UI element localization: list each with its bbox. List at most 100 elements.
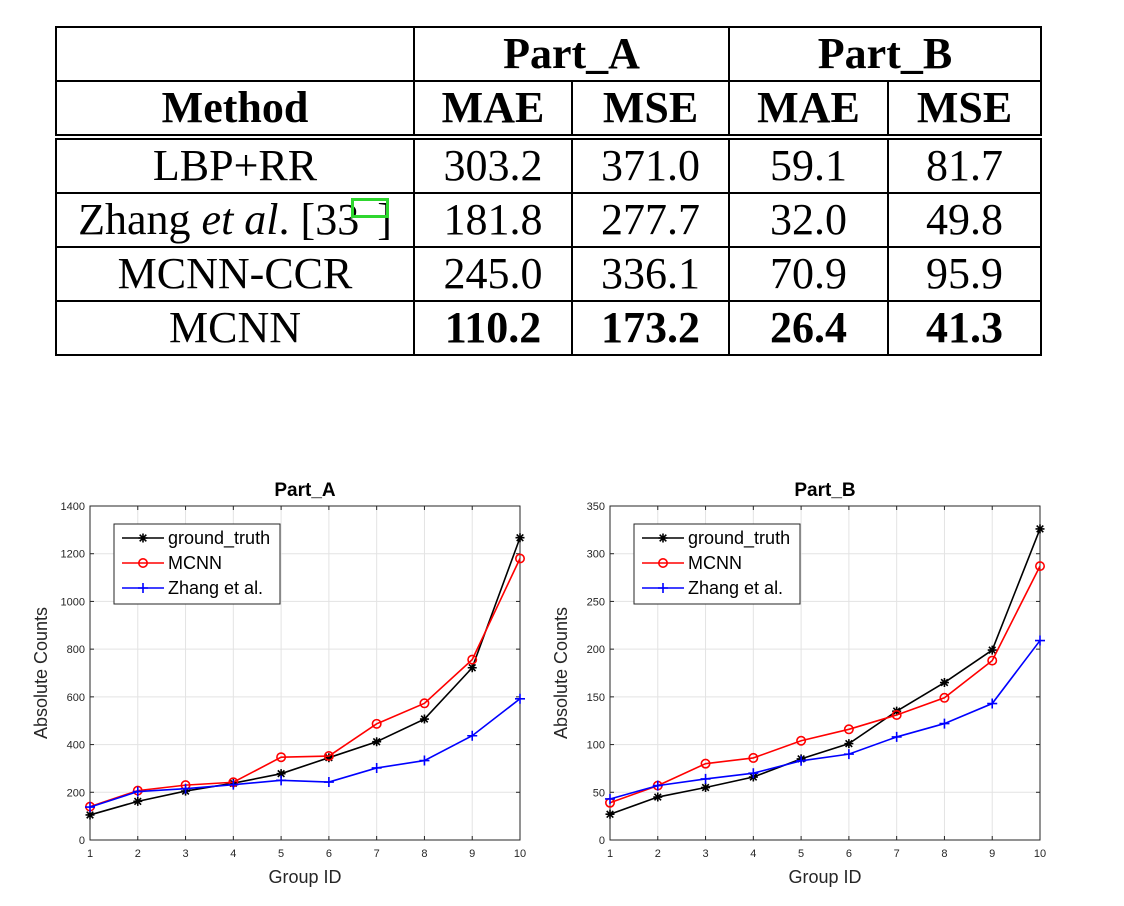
y-tick-label: 200 bbox=[67, 787, 85, 799]
method-cell: LBP+RR bbox=[55, 134, 415, 194]
value-cell: 95.9 bbox=[887, 246, 1042, 302]
value-cell-best: 173.2 bbox=[571, 300, 730, 356]
value-cell: 32.0 bbox=[728, 192, 889, 248]
x-tick-label: 8 bbox=[941, 848, 947, 860]
data-point bbox=[276, 769, 286, 779]
x-tick-label: 3 bbox=[182, 848, 188, 860]
series-line bbox=[89, 558, 521, 808]
x-tick-label: 2 bbox=[135, 848, 141, 860]
x-tick-label: 4 bbox=[230, 848, 236, 860]
y-tick-label: 150 bbox=[587, 692, 605, 704]
chart-part-a: 1 2 3 4 5 6 7 8 9 10 0 200 400 600 800 1000 1200 1400 Part… bbox=[31, 480, 526, 887]
series-line bbox=[609, 640, 1041, 800]
x-tick-label: 1 bbox=[87, 848, 93, 860]
legend-marker bbox=[658, 583, 668, 593]
legend-label: ground_truth bbox=[168, 528, 270, 549]
method-cell: Zhang et al. [33] bbox=[55, 192, 415, 248]
citation-highlight-box[interactable] bbox=[351, 198, 390, 218]
data-point bbox=[467, 663, 477, 673]
series-line bbox=[89, 537, 521, 816]
legend-item: Zhang et al. bbox=[122, 578, 263, 598]
data-point bbox=[748, 752, 759, 763]
method-cell: MCNN bbox=[55, 300, 415, 356]
data-point bbox=[515, 533, 525, 543]
data-point bbox=[372, 737, 382, 747]
x-tick-label: 9 bbox=[469, 848, 475, 860]
chart-title: Part_B bbox=[794, 480, 855, 501]
x-axis-label: Group ID bbox=[268, 867, 341, 887]
x-tick-label: 3 bbox=[702, 848, 708, 860]
data-point bbox=[371, 718, 382, 729]
data-point bbox=[85, 802, 95, 813]
legend-marker bbox=[138, 583, 148, 593]
x-tick-label: 6 bbox=[326, 848, 332, 860]
data-point bbox=[180, 783, 191, 794]
data-point bbox=[987, 645, 997, 655]
data-point bbox=[843, 749, 854, 760]
method-header: Method bbox=[55, 80, 415, 138]
data-point bbox=[323, 751, 334, 762]
legend-marker bbox=[138, 533, 148, 543]
x-tick-label: 10 bbox=[1034, 848, 1046, 860]
value-cell-best: 110.2 bbox=[413, 300, 573, 356]
plot-frame bbox=[609, 505, 1041, 841]
data-point bbox=[939, 692, 950, 703]
x-tick-label: 1 bbox=[607, 848, 613, 860]
y-tick-label: 800 bbox=[67, 644, 85, 656]
legend-marker bbox=[658, 533, 668, 543]
series-zhang-et-al- bbox=[85, 693, 525, 813]
y-axis-label: Absolute Counts bbox=[551, 607, 571, 739]
y-tick-label: 1200 bbox=[61, 549, 85, 561]
data-point bbox=[987, 655, 998, 666]
value-cell: 336.1 bbox=[571, 246, 730, 302]
data-point bbox=[515, 693, 525, 704]
legend-label: Zhang et al. bbox=[688, 578, 783, 598]
data-point bbox=[85, 810, 95, 820]
x-tick-label: 2 bbox=[655, 848, 661, 860]
data-point bbox=[323, 777, 334, 788]
data-point bbox=[371, 762, 382, 773]
metric-header: MAE bbox=[413, 80, 573, 138]
x-tick-label: 6 bbox=[846, 848, 852, 860]
legend-marker bbox=[658, 558, 669, 569]
data-point bbox=[939, 678, 949, 688]
y-tick-label: 100 bbox=[587, 740, 605, 752]
metric-header: MSE bbox=[887, 80, 1042, 138]
y-tick-label: 350 bbox=[587, 501, 605, 513]
legend-label: MCNN bbox=[168, 553, 222, 573]
data-point bbox=[891, 731, 902, 742]
chart-part-b: 1 2 3 4 5 6 7 8 9 10050100150200250300350Part_BGr… bbox=[551, 480, 1046, 887]
method-cell: MCNN-CCR bbox=[55, 246, 415, 302]
data-point bbox=[419, 714, 429, 724]
value-cell: 49.8 bbox=[887, 192, 1042, 248]
x-tick-label: 5 bbox=[798, 848, 804, 860]
data-point bbox=[276, 775, 287, 786]
table-row: LBP+RR 303.2 371.0 59.1 81.7 bbox=[55, 134, 1042, 194]
value-cell-best: 26.4 bbox=[728, 300, 889, 356]
chart-title: Part_A bbox=[274, 480, 336, 501]
y-tick-label: 300 bbox=[587, 549, 605, 561]
data-point bbox=[605, 809, 615, 819]
metric-header-row: Method MAE MSE MAE MSE bbox=[55, 80, 1042, 138]
legend-item: Zhang et al. bbox=[642, 578, 783, 598]
data-point bbox=[891, 709, 902, 720]
data-point bbox=[133, 796, 143, 806]
data-point bbox=[652, 780, 663, 791]
data-point bbox=[700, 773, 711, 784]
data-point bbox=[844, 739, 854, 749]
x-tick-label: 5 bbox=[278, 848, 284, 860]
data-point bbox=[701, 783, 711, 793]
legend-label: MCNN bbox=[688, 553, 742, 573]
x-tick-label: 10 bbox=[514, 848, 526, 860]
x-tick-label: 8 bbox=[421, 848, 427, 860]
x-tick-label: 7 bbox=[894, 848, 900, 860]
legend-item: ground_truth bbox=[642, 528, 790, 549]
legend-item: ground_truth bbox=[122, 528, 270, 549]
value-cell-best: 41.3 bbox=[887, 300, 1042, 356]
legend-label: ground_truth bbox=[688, 528, 790, 549]
x-tick-label: 9 bbox=[989, 848, 995, 860]
data-point bbox=[132, 786, 143, 797]
y-tick-label: 50 bbox=[593, 787, 605, 799]
results-table: Part_A Part_B Method MAE MSE MAE MSE LBP… bbox=[55, 26, 1042, 356]
value-cell: 181.8 bbox=[413, 192, 573, 248]
